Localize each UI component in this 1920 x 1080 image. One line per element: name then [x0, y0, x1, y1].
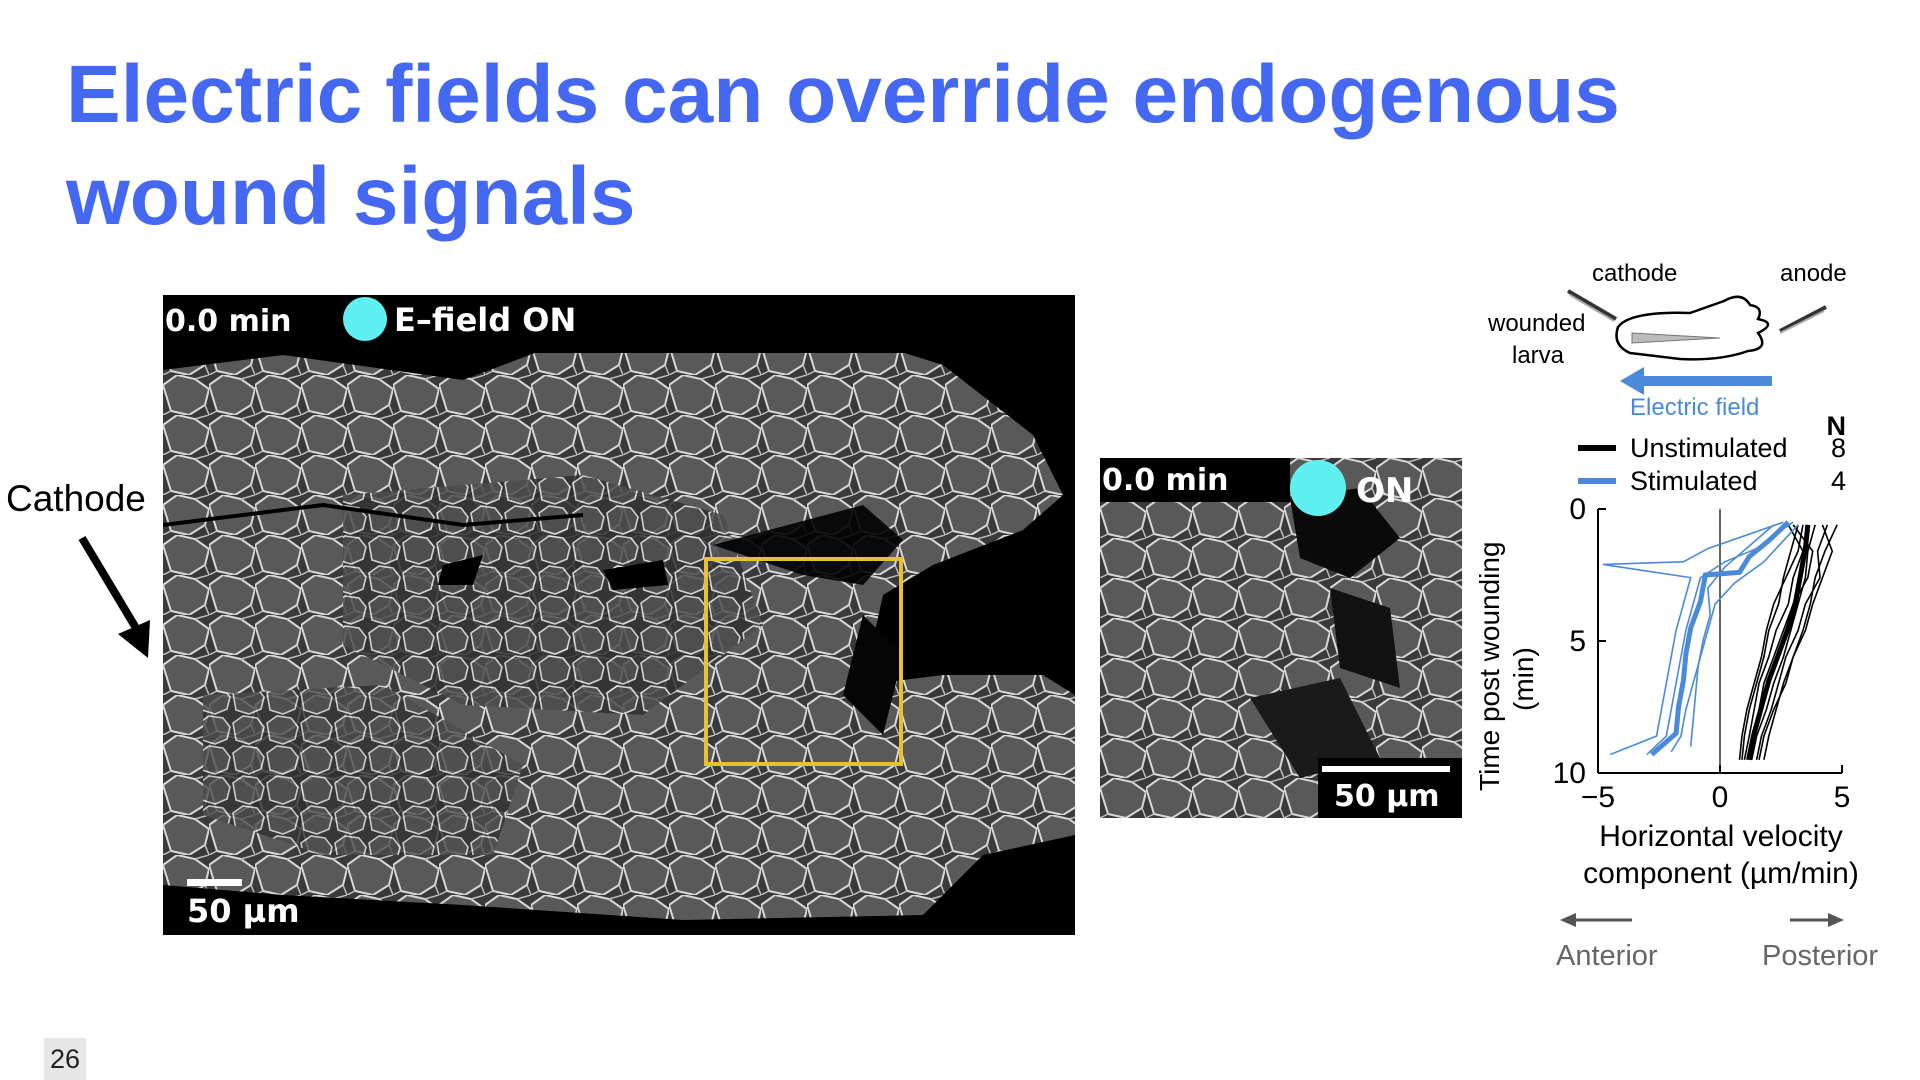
inset-microscopy-image: 0.0 min ON 50 µm [1100, 458, 1462, 818]
inset-indicator-icon [1290, 460, 1346, 516]
slide-title: Electric fields can override endogenous … [66, 44, 1826, 248]
schematic-field-label: Electric field [1630, 394, 1759, 421]
page-number: 26 [44, 1038, 86, 1080]
inset-scale-label: 50 µm [1334, 779, 1440, 814]
inset-status-label: ON [1356, 471, 1413, 511]
schematic-anode-label: anode [1780, 260, 1847, 287]
direction-arrows [1560, 913, 1844, 927]
efield-status-label: E–field ON [394, 301, 576, 339]
legend-count: 4 [1831, 466, 1846, 496]
x-axis-label-line-1: Horizontal velocity [1599, 820, 1842, 853]
unstimulated-trace [1758, 524, 1834, 760]
y-tick-label: 10 [1553, 757, 1586, 790]
legend: N Unstimulated 8 Stimulated 4 [1578, 415, 1846, 496]
cathode-arrow-icon [78, 535, 150, 658]
inset-time-label: 0.0 min [1102, 463, 1229, 498]
inset-scale-bar [1322, 766, 1450, 772]
y-axis-label-line-1: Time post wounding [1474, 541, 1505, 791]
y-axis-label-line-2: (min) [1508, 647, 1539, 711]
unstimulated-trace [1755, 524, 1829, 760]
unstimulated-trace [1743, 524, 1804, 760]
stimulated-trace [1602, 521, 1784, 756]
stimulated-trace [1670, 524, 1799, 753]
posterior-label: Posterior [1762, 940, 1879, 972]
main-scale-bar [187, 879, 242, 886]
unstimulated-trace [1738, 524, 1804, 760]
stimulated-mean-line [1650, 520, 1791, 757]
slide-title-line-1: Electric fields can override endogenous [66, 49, 1620, 140]
main-time-label: 0.0 min [165, 304, 292, 339]
unstimulated-mean-line [1746, 524, 1811, 761]
schematic-cathode-label: cathode [1592, 260, 1677, 287]
legend-count: 8 [1831, 433, 1846, 463]
unstimulated-trace [1741, 524, 1799, 760]
schematic-larva-line-2: larva [1512, 342, 1565, 369]
stimulated-trace [1689, 524, 1775, 747]
legend-label: Unstimulated [1630, 433, 1788, 463]
y-tick-label: 0 [1569, 493, 1586, 526]
legend-header: N [1827, 415, 1847, 441]
efield-indicator-icon [343, 297, 387, 341]
y-tick-label: 5 [1569, 625, 1586, 658]
x-tick-label: −5 [1581, 781, 1615, 814]
x-tick-label: 0 [1712, 781, 1729, 814]
main-scale-label: 50 µm [187, 892, 300, 930]
larva-schematic: cathode anode wounded larva Electric fie… [1487, 260, 1847, 421]
unstimulated-trace [1750, 524, 1816, 760]
plot-area: −5 0 5 0 5 10 [1553, 493, 1851, 814]
schematic-larva-line-1: wounded [1487, 310, 1585, 337]
x-axis-label-line-2: component (µm/min) [1583, 857, 1859, 890]
unstimulated-trace [1763, 524, 1838, 760]
main-microscopy-image: 0.0 min E–field ON 50 µm [163, 295, 1075, 935]
x-tick-label: 5 [1834, 781, 1851, 814]
velocity-chart: N Unstimulated 8 Stimulated 4 −5 0 5 0 5 10 Time … [1474, 415, 1859, 890]
cathode-label: Cathode [6, 478, 146, 519]
legend-label: Stimulated [1630, 466, 1758, 496]
anterior-label: Anterior [1556, 940, 1658, 972]
slide-title-line-2: wound signals [66, 151, 636, 242]
